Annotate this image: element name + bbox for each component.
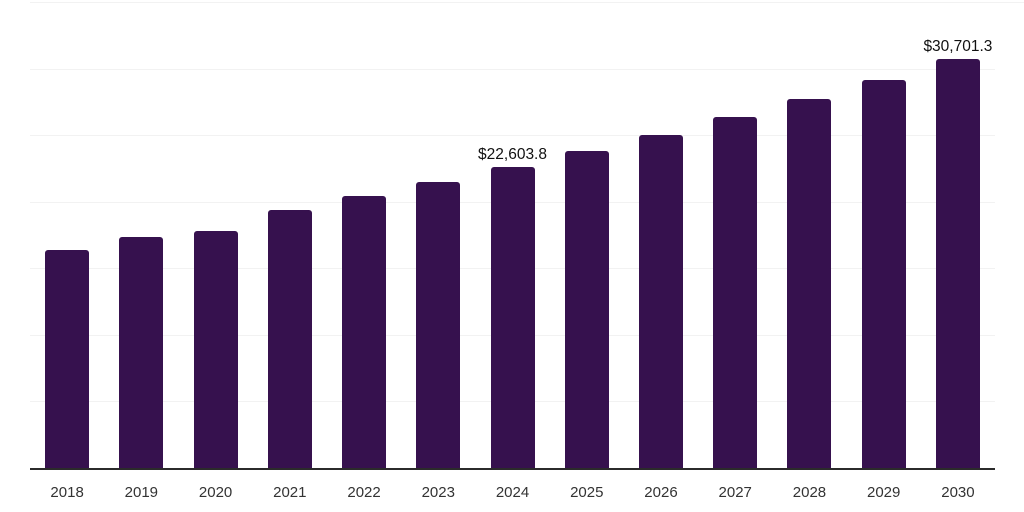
x-tick-label-2020: 2020 — [198, 484, 233, 501]
x-axis: 2018 2019 2020 2021 2022 2023 2024 2025 2026 2027… — [30, 481, 995, 505]
bar-2027 — [713, 117, 758, 468]
x-tick-label-2029: 2029 — [867, 484, 901, 501]
x-tick-label-2024: 2024 — [495, 484, 530, 501]
bar-slot-2019 — [104, 2, 178, 468]
bar-2029 — [861, 79, 906, 468]
bar-2018 — [45, 249, 90, 468]
plot-area: $22,603.8 $30,701.3 — [30, 2, 1024, 470]
bar-2021 — [267, 210, 312, 468]
bar-slot-2020 — [178, 2, 252, 468]
gridline-35000 — [30, 2, 1024, 3]
bar-2024 — [490, 167, 535, 468]
bar-slot-2025 — [550, 2, 624, 468]
x-tick-label-2030: 2030 — [941, 484, 975, 501]
x-tick-label-2026: 2026 — [644, 484, 678, 501]
gridline-25000 — [30, 135, 995, 137]
bar-2026 — [638, 134, 683, 468]
bar-slot-2030: $30,701.3 — [921, 2, 995, 468]
bar-2023 — [416, 182, 461, 468]
bar-slot-2024: $22,603.8 — [475, 2, 549, 468]
x-tick-label-2025: 2025 — [570, 484, 604, 501]
bar-2020 — [193, 230, 238, 468]
x-tick-label-2022: 2022 — [347, 484, 381, 501]
bars-container: $22,603.8 $30,701.3 — [30, 2, 995, 468]
data-label-2024: $22,603.8 — [478, 145, 547, 163]
bar-slot-2021 — [253, 2, 327, 468]
bar-slot-2027 — [698, 2, 772, 468]
x-tick-label-2021: 2021 — [273, 484, 307, 501]
x-tick-label-2019: 2019 — [124, 484, 159, 501]
data-label-2030: $30,701.3 — [923, 37, 993, 55]
bar-2030 — [935, 59, 980, 468]
gridline-30000 — [30, 68, 995, 70]
bar-2022 — [342, 196, 387, 468]
x-tick-label-2027: 2027 — [718, 484, 752, 501]
bar-slot-2023 — [401, 2, 475, 468]
bar-2025 — [564, 151, 609, 468]
bar-slot-2022 — [327, 2, 401, 468]
bar-slot-2018 — [30, 2, 104, 468]
bar-slot-2029 — [847, 2, 921, 468]
x-tick-label-2018: 2018 — [50, 484, 84, 501]
x-tick-label-2028: 2028 — [792, 484, 827, 501]
bar-slot-2026 — [624, 2, 698, 468]
x-tick-label-2023: 2023 — [421, 484, 455, 501]
bar-2019 — [119, 236, 164, 468]
bar-2028 — [787, 98, 832, 468]
bar-slot-2028 — [772, 2, 846, 468]
